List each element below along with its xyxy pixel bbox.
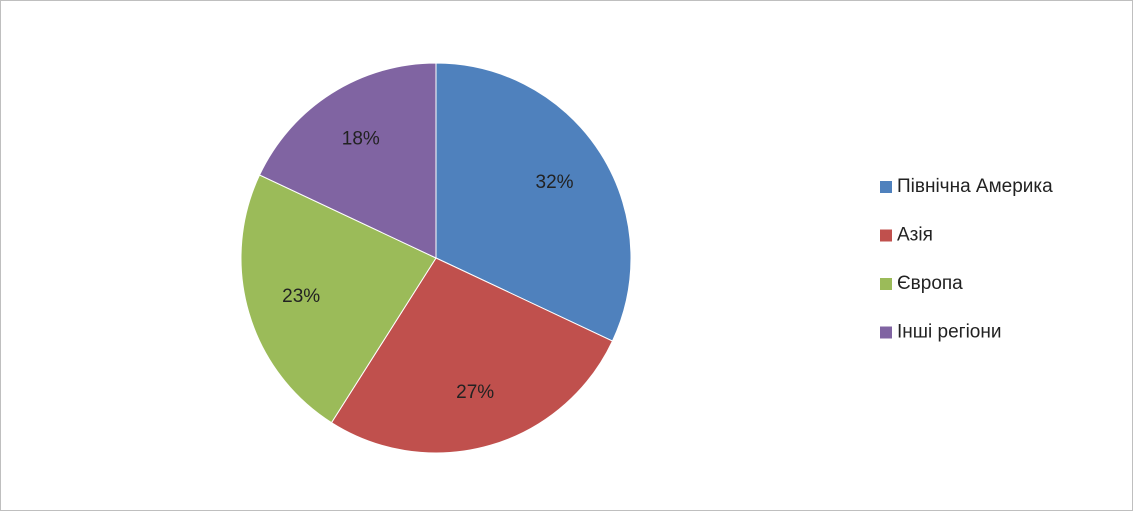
data-label: 23% — [282, 286, 320, 307]
legend-swatch — [880, 327, 892, 339]
data-label: 32% — [536, 172, 574, 193]
chart: 32% 27% 23% 18% Північна Америка Азія Європа Ін… — [0, 0, 1133, 511]
legend-swatch — [880, 278, 892, 290]
legend-label: Європа — [897, 273, 963, 294]
legend-label: Північна Америка — [897, 176, 1053, 197]
page: 32% 27% 23% 18% Північна Америка Азія Європа Ін… — [0, 0, 1133, 511]
data-label: 27% — [456, 382, 494, 403]
legend-swatch — [880, 181, 892, 193]
legend-label: Інші регіони — [897, 322, 1001, 343]
legend-swatch — [880, 230, 892, 242]
data-label: 18% — [342, 128, 380, 149]
legend-label: Азія — [897, 225, 933, 246]
